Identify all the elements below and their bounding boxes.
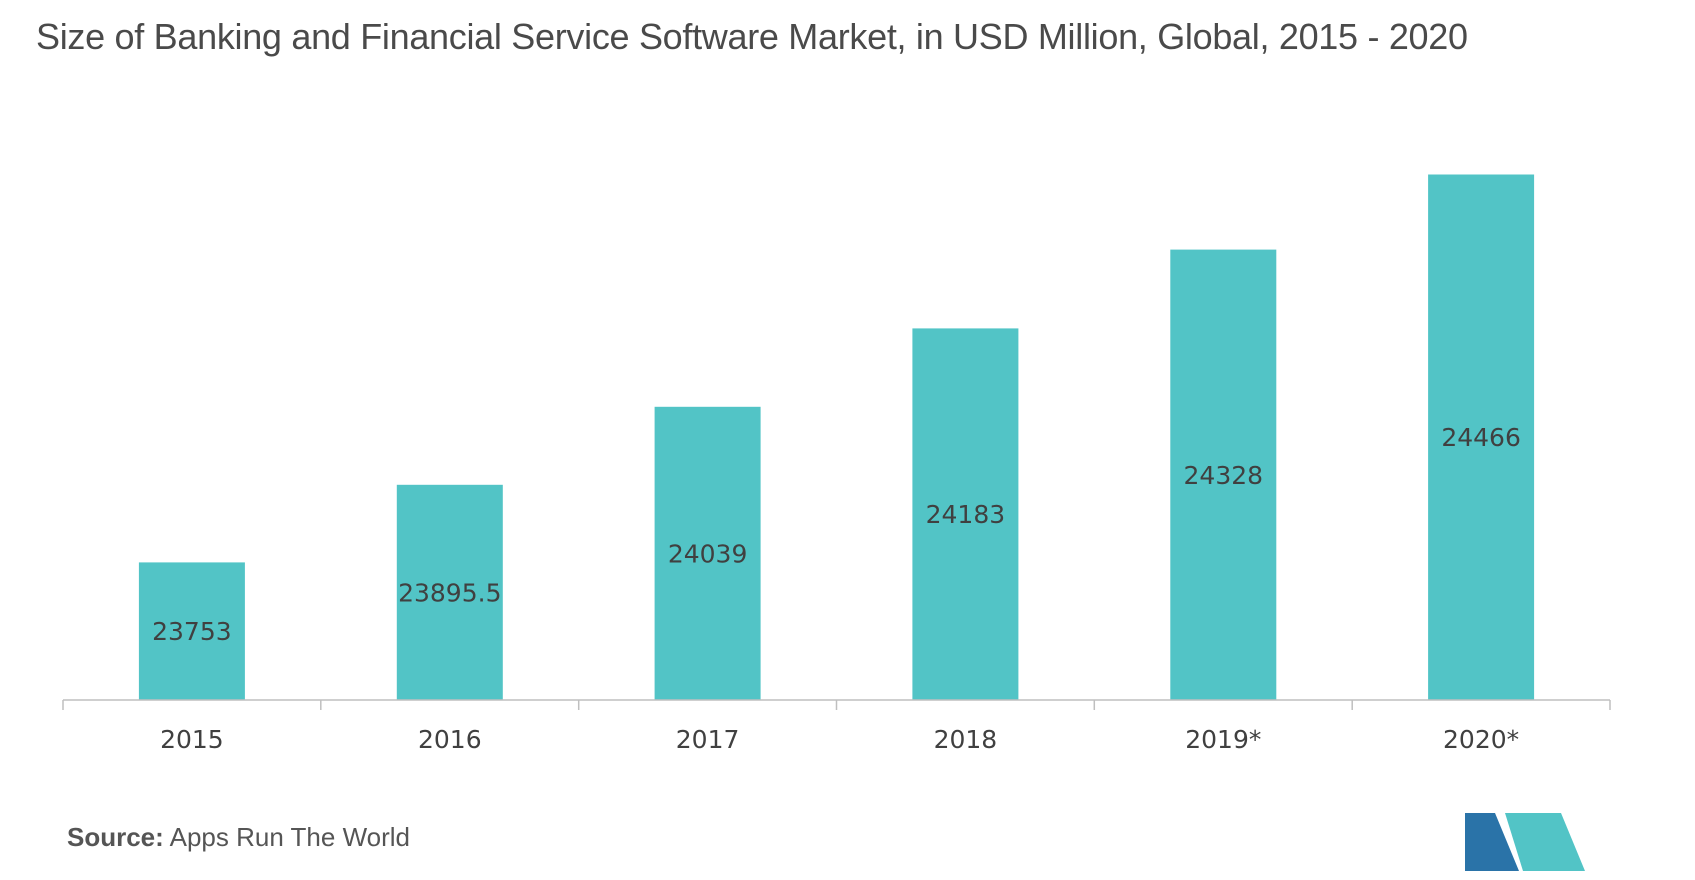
- bar-2017: [654, 406, 761, 700]
- logo-shape-middle: [1505, 813, 1531, 871]
- data-label-2019*: 24328: [1184, 461, 1264, 490]
- data-labels-layer: 23753 23895.5 24039 24183 24328 24466: [152, 423, 1521, 646]
- bar-2019*: [1170, 249, 1277, 700]
- x-axis: [62, 699, 1611, 710]
- source-text: Apps Run The World: [169, 822, 410, 852]
- x-tick-labels-layer: 2015 2016 2017 2018 2019* 2020*: [160, 725, 1519, 754]
- bar-2018: [912, 328, 1019, 700]
- data-label-2015: 23753: [152, 617, 232, 646]
- chart-title: Size of Banking and Financial Service So…: [36, 16, 1468, 57]
- logo-shape-left: [1465, 813, 1519, 871]
- data-label-2017: 24039: [668, 539, 748, 568]
- x-tick-label-2018: 2018: [934, 725, 998, 754]
- bar-2016: [396, 484, 503, 700]
- bars-layer: [138, 174, 1535, 700]
- bar-2020*: [1428, 174, 1535, 700]
- x-tick-label-2020*: 2020*: [1443, 725, 1519, 754]
- data-label-2020*: 24466: [1441, 423, 1521, 452]
- company-logo: [1465, 813, 1585, 871]
- bar-2015: [138, 562, 245, 700]
- source-note: Source: Apps Run The World: [67, 822, 410, 853]
- logo-shape-right: [1531, 813, 1585, 871]
- x-tick-label-2019*: 2019*: [1185, 725, 1261, 754]
- x-tick-label-2015: 2015: [160, 725, 224, 754]
- data-label-2018: 24183: [926, 500, 1006, 529]
- data-label-2016: 23895.5: [398, 578, 501, 607]
- source-label: Source:: [67, 822, 164, 852]
- x-tick-label-2016: 2016: [418, 725, 482, 754]
- x-tick-label-2017: 2017: [676, 725, 740, 754]
